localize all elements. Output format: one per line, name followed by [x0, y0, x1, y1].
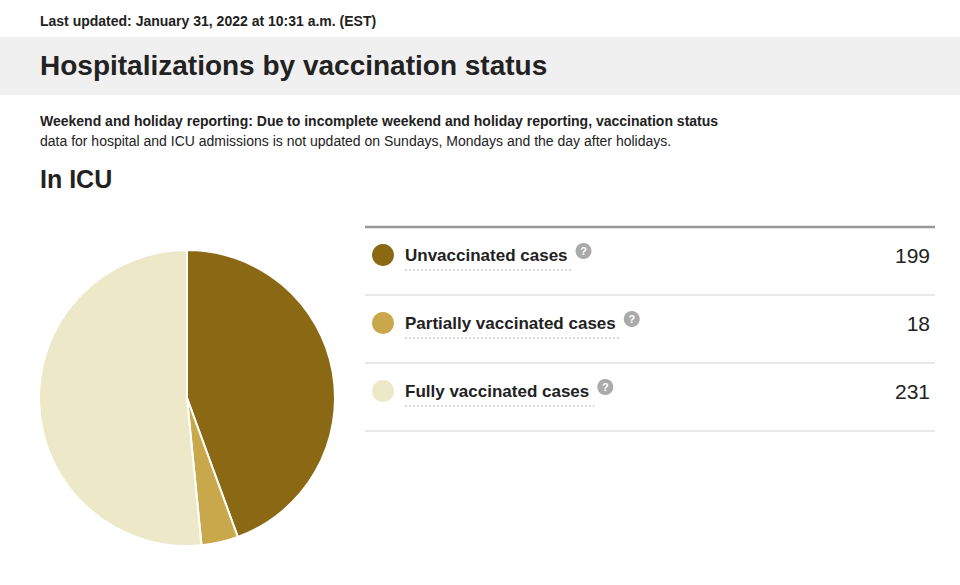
svg-text:Due to incomplete weekend and: Due to incomplete weekend and holiday re…: [253, 113, 718, 129]
svg-text:?: ?: [602, 381, 609, 393]
svg-text:Unvaccinated cases: Unvaccinated cases: [405, 246, 568, 265]
svg-text:Hospitalizations by vaccinatio: Hospitalizations by vaccination status: [40, 50, 547, 81]
svg-text:199: 199: [895, 244, 930, 267]
svg-text:Fully vaccinated cases: Fully vaccinated cases: [405, 382, 589, 401]
svg-text:Last updated:: Last updated:: [40, 13, 132, 29]
svg-text:18: 18: [907, 312, 930, 335]
svg-text:Weekend and holiday reporting:: Weekend and holiday reporting:: [40, 113, 253, 129]
svg-text:In ICU: In ICU: [40, 165, 112, 193]
svg-text:January 31, 2022 at 10:31 a.m.: January 31, 2022 at 10:31 a.m. (EST): [132, 13, 376, 29]
svg-text:231: 231: [895, 380, 930, 403]
svg-text:Partially vaccinated cases: Partially vaccinated cases: [405, 314, 616, 333]
svg-text:data for hospital and ICU admi: data for hospital and ICU admissions is …: [40, 133, 671, 149]
svg-text:?: ?: [628, 313, 635, 325]
svg-text:?: ?: [580, 245, 587, 257]
